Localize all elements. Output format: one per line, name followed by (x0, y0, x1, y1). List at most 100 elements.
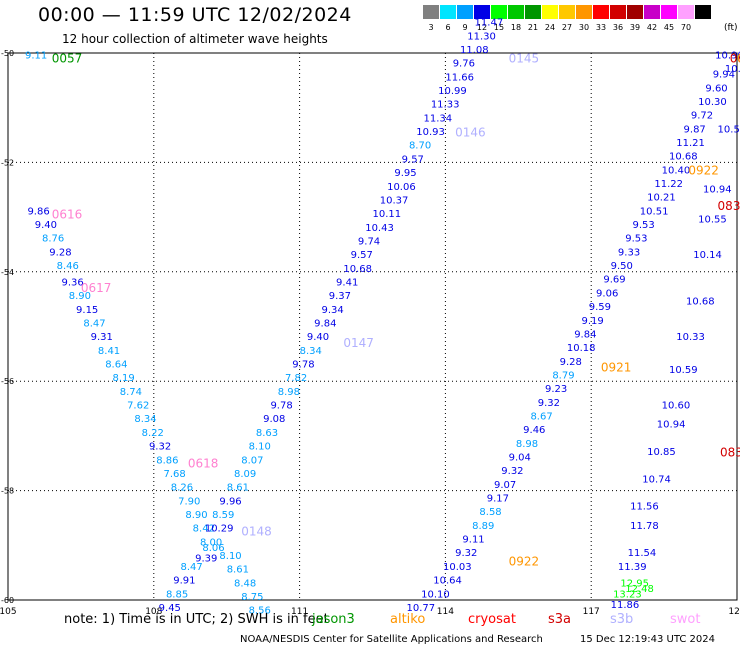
wave-height-label: 10.68 (669, 152, 698, 163)
wave-height-label: 9.91 (173, 576, 195, 587)
wave-height-label: 8.10 (249, 442, 271, 453)
wave-height-label: 8.22 (142, 428, 164, 439)
legend-swatch (610, 5, 626, 19)
wave-height-label: 8.09 (234, 469, 256, 480)
lon-tick-label: 114 (437, 607, 454, 617)
legend-label: 3 (428, 23, 434, 32)
wave-height-label: 9.28 (560, 357, 582, 368)
wave-height-label: 11.86 (611, 600, 640, 611)
wave-height-label: 8.98 (278, 387, 300, 398)
wave-height-label: 9.08 (263, 414, 285, 425)
credit-text: NOAA/NESDIS Center for Satellite Applica… (240, 634, 543, 645)
wave-height-label: 9.74 (358, 236, 380, 247)
wave-height-label: 9.06 (596, 288, 618, 299)
wave-height-label: 10.55 (698, 215, 727, 226)
lon-tick-label: 105 (0, 607, 17, 617)
wave-height-label: 10.02 (725, 64, 740, 75)
pass-time-label: 0057 (52, 51, 83, 65)
lat-tick-label: -52 (1, 158, 14, 167)
legend-label: 42 (646, 23, 658, 32)
wave-height-label: 9.72 (691, 111, 713, 122)
pass-time-label: 0836 (730, 51, 740, 65)
wave-height-label: 10.68 (686, 297, 715, 308)
wave-height-label: 8.70 (409, 141, 431, 152)
legend-swatch (542, 5, 558, 19)
legend-swatch (491, 5, 507, 19)
legend-label: 21 (527, 23, 539, 32)
satellite-jason3: jason3 (312, 612, 355, 627)
wave-height-label: 8.34 (134, 414, 156, 425)
wave-height-label: 7.62 (127, 401, 149, 412)
wave-height-label: 8.47 (83, 319, 105, 330)
wave-height-label: 10.93 (416, 127, 445, 138)
wave-height-label: 8.59 (212, 510, 234, 521)
wave-height-label: 10.43 (365, 223, 394, 234)
wave-height-label: 9.46 (523, 425, 545, 436)
wave-height-label: 9.60 (705, 83, 727, 94)
wave-height-label: 9.33 (618, 247, 640, 258)
wave-height-label: 8.06 (202, 543, 224, 554)
pass-time-label: 0922 (509, 555, 540, 569)
wave-height-label: 8.79 (552, 370, 574, 381)
wave-height-label: 8.41 (98, 346, 120, 357)
legend-label: 9 (462, 23, 468, 32)
legend-unit: (ft) (724, 23, 738, 33)
wave-height-label: 8.58 (479, 507, 501, 518)
wave-height-label: 10.59 (669, 365, 698, 376)
legend-swatch (644, 5, 660, 19)
wave-height-label: 9.36 (61, 277, 83, 288)
legend-swatch (678, 5, 694, 19)
wave-height-label: 10.60 (662, 401, 691, 412)
wave-height-label: 8.67 (530, 411, 552, 422)
wave-height-label: 10.85 (647, 447, 676, 458)
wave-height-label: 11.30 (467, 31, 496, 42)
wave-height-label: 9.07 (494, 480, 516, 491)
wave-height-label: 8.98 (516, 439, 538, 450)
wave-height-label: 9.94 (713, 70, 735, 81)
legend-swatch (423, 5, 439, 19)
lat-tick-label: -60 (1, 596, 14, 605)
wave-height-label: 9.57 (402, 154, 424, 165)
wave-height-label: 8.26 (171, 483, 193, 494)
legend-label: 12 (476, 23, 488, 32)
wave-height-label: 10.99 (438, 86, 467, 97)
wave-height-label: 9.84 (314, 319, 336, 330)
legend-label: 15 (493, 23, 505, 32)
wave-height-label: 8.00 (200, 537, 222, 548)
wave-height-label: 11.56 (630, 502, 659, 513)
wave-height-label: 13.23 (613, 589, 642, 600)
legend-swatch (695, 5, 711, 19)
wave-height-label: 11.78 (630, 521, 659, 532)
legend-swatch (661, 5, 677, 19)
pass-time-label: 0922 (688, 164, 719, 178)
wave-height-label: 9.45 (159, 603, 181, 614)
legend-swatch (559, 5, 575, 19)
wave-height-label: 8.48 (234, 578, 256, 589)
lon-tick-label: 117 (583, 607, 600, 617)
footnote: note: 1) Time is in UTC; 2) SWH is in fe… (64, 612, 329, 627)
pass-time-label: 0835 (737, 51, 740, 65)
legend-swatch (593, 5, 609, 19)
wave-height-label: 11.08 (460, 45, 489, 56)
wave-height-label: 9.40 (35, 220, 57, 231)
wave-height-label: 9.32 (149, 442, 171, 453)
wave-height-label: 8.34 (300, 346, 322, 357)
wave-height-label: 8.61 (227, 565, 249, 576)
wave-height-label: 11.54 (628, 548, 657, 559)
wave-height-label: 9.40 (307, 332, 329, 343)
wave-height-label: 10.03 (443, 562, 472, 573)
wave-height-label: 10.30 (698, 97, 727, 108)
wave-height-label: 9.86 (27, 206, 49, 217)
satellite-altiko: altiko (390, 612, 426, 627)
legend-swatch (457, 5, 473, 19)
legend-swatch (474, 5, 490, 19)
lat-tick-label: -54 (1, 268, 14, 277)
wave-height-label: 11.39 (618, 562, 647, 573)
wave-height-label: 9.96 (219, 496, 241, 507)
wave-height-label: 7.90 (178, 496, 200, 507)
wave-height-label: 8.56 (249, 606, 271, 617)
wave-height-label: 9.87 (684, 124, 706, 135)
satellite-s3b: s3b (610, 612, 634, 627)
wave-height-label: 8.42 (193, 524, 215, 535)
legend-label: 18 (510, 23, 522, 32)
